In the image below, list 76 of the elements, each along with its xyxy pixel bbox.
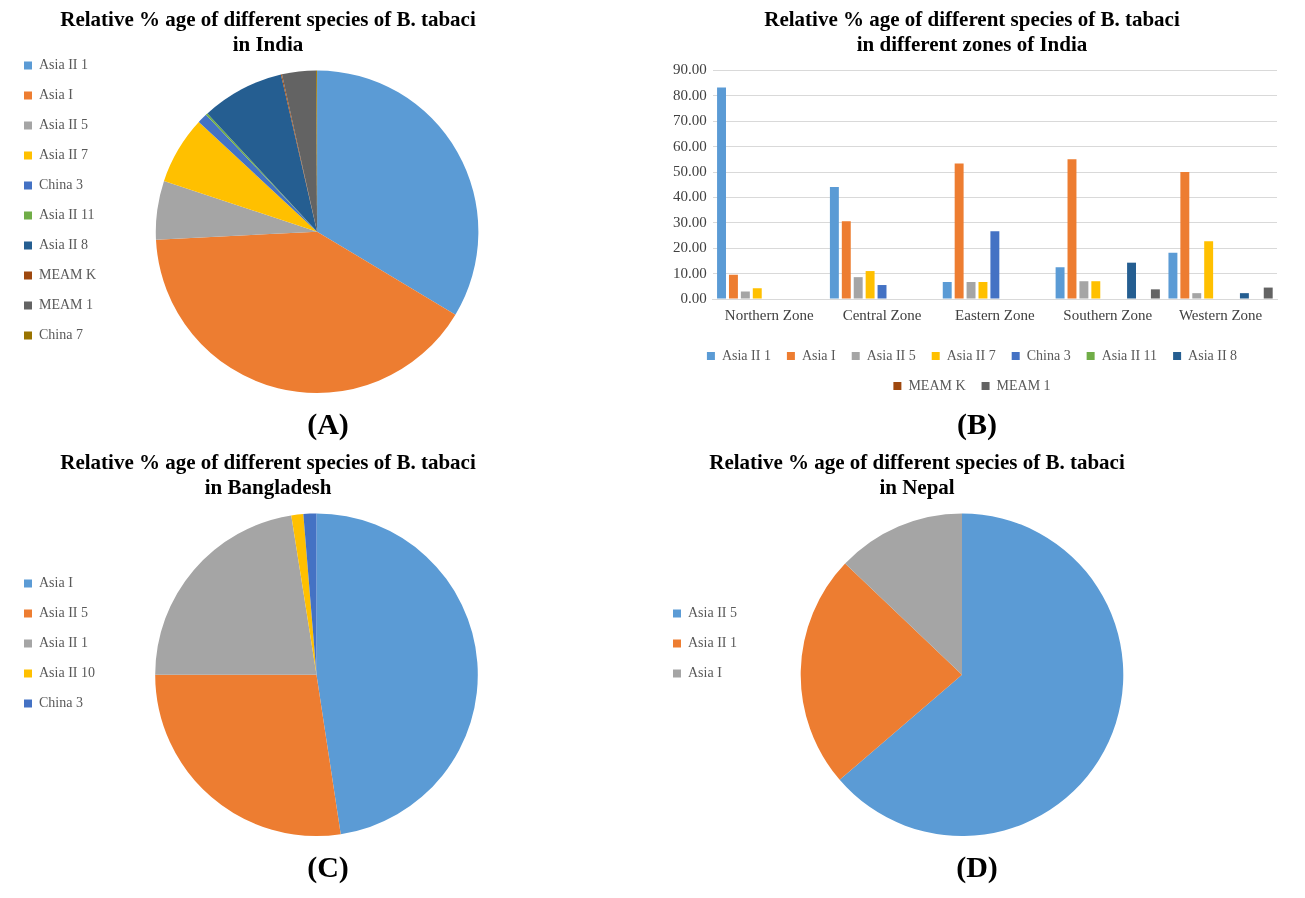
legend-label: Asia II 10 (39, 665, 95, 681)
y-tick-label: 90.00 (673, 61, 707, 78)
bar (1204, 241, 1214, 299)
bar (978, 281, 988, 299)
bar (1180, 172, 1190, 299)
legend-label: MEAM K (39, 267, 97, 283)
text: (B) (957, 407, 997, 442)
bar (942, 281, 952, 299)
bar (1263, 287, 1273, 299)
bar (865, 271, 875, 299)
legend-label: Asia II 1 (721, 347, 771, 363)
y-tick-label: 30.00 (673, 213, 707, 230)
legend-label: Asia II 5 (688, 605, 737, 621)
chart-title: Relative % age of different species of B. tabaci in Nepal (709, 450, 1125, 500)
legend-label: Asia II 11 (1101, 347, 1158, 363)
legend-label: MEAM 1 (996, 377, 1051, 393)
legend-label: Asia I (39, 87, 74, 103)
chart-title: Relative % age of different species of B. tabaci in India (60, 7, 476, 57)
bar (1079, 281, 1089, 299)
legend-label: Asia II 8 (1188, 347, 1238, 363)
bar (1239, 293, 1249, 299)
x-tick-label: Central Zone (842, 306, 922, 323)
legend-label: China 3 (39, 695, 83, 711)
bar (728, 274, 738, 299)
legend-label: MEAM 1 (39, 297, 94, 313)
bar (966, 281, 976, 299)
legend-label: Asia II 7 (39, 147, 88, 163)
y-tick-label: 20.00 (673, 239, 707, 256)
legend-label: Asia II 5 (866, 347, 916, 363)
y-tick-label: 40.00 (673, 188, 707, 205)
x-tick-label: Northern Zone (724, 306, 814, 323)
legend-label: Asia II 5 (39, 117, 88, 133)
y-tick-label: 0.00 (680, 289, 707, 306)
legend-label: China 7 (39, 327, 83, 343)
y-tick-label: 60.00 (673, 137, 707, 154)
legend-label: Asia II 1 (39, 635, 88, 651)
bar (853, 277, 863, 299)
bar (841, 221, 851, 299)
bar (990, 231, 1000, 299)
chart-title: Relative % age of different species of B. tabaci in different zones of India (764, 7, 1180, 57)
bar (740, 291, 750, 299)
y-tick-label: 80.00 (673, 86, 707, 103)
text: (C) (307, 850, 349, 885)
text: (A) (307, 407, 349, 442)
bar (752, 288, 762, 299)
legend-label: Asia II 7 (946, 347, 996, 363)
legend-label: Asia II 5 (39, 605, 88, 621)
x-tick-label: Western Zone (1178, 306, 1263, 323)
bar (1091, 281, 1101, 299)
legend-label: MEAM K (908, 377, 966, 393)
bar (829, 186, 839, 299)
legend-label: China 3 (39, 177, 83, 193)
bar (1127, 262, 1137, 299)
legend-label: Asia II 1 (688, 635, 737, 651)
legend-label: Asia I (801, 347, 837, 363)
y-tick-label: 50.00 (673, 162, 707, 179)
legend-label: Asia I (39, 575, 74, 591)
legend-label: China 3 (1026, 347, 1071, 363)
legend-label: Asia II 11 (39, 207, 95, 223)
bar (717, 87, 726, 299)
x-tick-label: Eastern Zone (955, 306, 1035, 323)
bar (1168, 252, 1178, 299)
legend-label: Asia II 8 (39, 237, 88, 253)
chart-title: Relative % age of different species of B. tabaci in Bangladesh (60, 450, 476, 500)
y-tick-label: 10.00 (673, 264, 707, 281)
bar (1150, 289, 1160, 299)
bar (954, 163, 964, 299)
legend-label: Asia II 1 (39, 57, 88, 73)
y-tick-label: 70.00 (673, 112, 707, 129)
bar (877, 285, 887, 299)
text: (D) (956, 850, 998, 885)
legend-label: Asia I (688, 665, 723, 681)
bar (1067, 159, 1077, 299)
bar (1192, 293, 1202, 299)
bar (1055, 267, 1065, 299)
x-tick-label: Southern Zone (1063, 306, 1153, 323)
